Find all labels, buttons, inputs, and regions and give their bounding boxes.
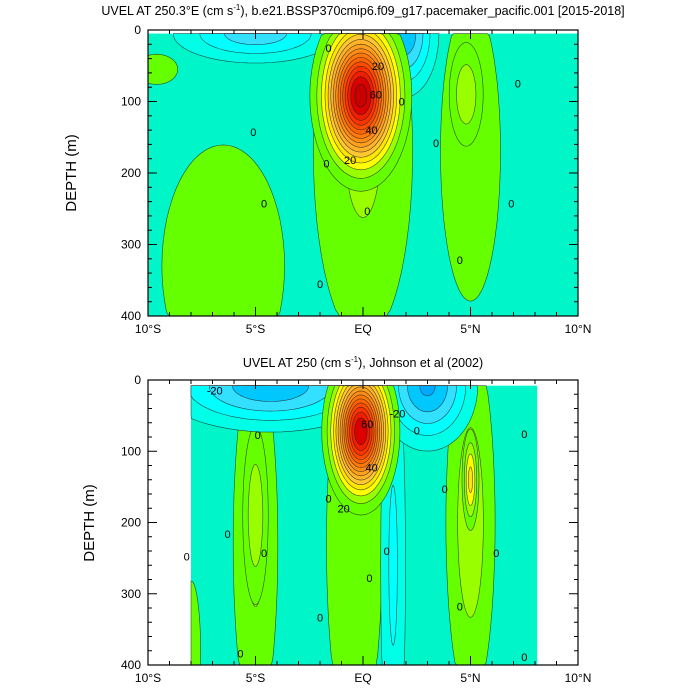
plot-area: -20 60 -20 40 20 0 0 0 0 0 0 0 0 0 0 0 0 0 0 0	[184, 385, 538, 665]
contour-label: 60	[370, 89, 382, 101]
contour-level	[467, 466, 474, 493]
x-tick-label: EQ	[354, 671, 371, 685]
contour-label: 40	[365, 463, 377, 475]
contour-label: 0	[317, 279, 323, 291]
y-tick-label: 300	[121, 587, 141, 601]
y-tick-label: 0	[134, 23, 141, 37]
y-tick-label: 0	[134, 373, 141, 387]
x-tick-label: EQ	[354, 322, 371, 336]
contour-level	[354, 84, 368, 108]
contour-level	[232, 385, 310, 402]
contour-label: 0	[414, 426, 420, 438]
contour-level	[247, 463, 264, 567]
contour-fills: 0 20 60 40 20 0 0 0 0 0 0 0 0 0 0	[148, 33, 521, 316]
contour-label: -20	[389, 408, 405, 420]
x-tick-label: 5°S	[246, 322, 265, 336]
contour-label: 20	[338, 503, 350, 515]
y-tick-label: 100	[121, 95, 141, 109]
contour-label: 60	[361, 419, 373, 431]
contour-label: -20	[207, 386, 223, 398]
contour-label: 40	[365, 125, 377, 137]
panel-title: UVEL AT 250 (cm s-1), Johnson et al (200…	[243, 355, 483, 370]
x-tick-label: 10°N	[565, 671, 592, 685]
x-tick-label: 10°S	[135, 671, 161, 685]
contour-label: 20	[344, 155, 356, 167]
contour-label: 0	[261, 548, 267, 560]
contour-label: 0	[457, 602, 463, 614]
contour-label: 0	[237, 649, 243, 661]
contour-label: 0	[433, 138, 439, 150]
contour-label: 0	[521, 652, 527, 664]
contour-label: 0	[457, 255, 463, 267]
contour-label: 0	[399, 97, 405, 109]
contour-level	[456, 64, 477, 125]
contour-label: 0	[255, 430, 261, 442]
y-tick-label: 400	[121, 309, 141, 323]
contour-level	[224, 33, 287, 46]
contour-level	[388, 484, 398, 646]
contour-level	[407, 385, 448, 413]
contour-level	[419, 385, 436, 397]
x-tick-label: 5°N	[460, 671, 480, 685]
y-tick-label: 100	[121, 444, 141, 458]
contour-level	[161, 144, 285, 316]
panel-model: UVEL AT 250.3°E (cm s-1), b.e21.BSSP370c…	[63, 3, 625, 336]
contour-label: 0	[184, 552, 190, 564]
contour-label: 0	[326, 43, 332, 55]
contour-label: 0	[508, 199, 514, 211]
y-tick-label: 200	[121, 166, 141, 180]
y-tick-label: 400	[121, 658, 141, 672]
x-tick-label: 10°N	[565, 322, 592, 336]
y-axis-label: DEPTH (m)	[63, 134, 80, 212]
panel-title: UVEL AT 250.3°E (cm s-1), b.e21.BSSP370c…	[101, 3, 624, 18]
contour-level	[190, 580, 201, 665]
y-tick-label: 300	[121, 238, 141, 252]
contour-label: 0	[224, 529, 230, 541]
y-tick-label: 200	[121, 516, 141, 530]
x-tick-label: 10°S	[135, 322, 161, 336]
contour-label: 0	[515, 79, 521, 91]
contour-label: 0	[326, 493, 332, 505]
y-axis-label: DEPTH (m)	[81, 484, 98, 562]
plot-area: 0 20 60 40 20 0 0 0 0 0 0 0 0 0 0	[148, 33, 578, 316]
contour-label: 0	[384, 546, 390, 558]
panel-observations: UVEL AT 250 (cm s-1), Johnson et al (200…	[81, 355, 591, 685]
contour-label: 0	[442, 484, 448, 496]
contour-label: 0	[364, 206, 370, 218]
contour-label: 0	[317, 612, 323, 624]
contour-label: 0	[493, 548, 499, 560]
x-tick-label: 5°S	[246, 671, 265, 685]
contour-label: 0	[521, 429, 527, 441]
contour-label: 0	[323, 159, 329, 171]
x-tick-label: 5°N	[460, 322, 480, 336]
contour-label: 20	[372, 61, 384, 73]
contour-fills: -20 60 -20 40 20 0 0 0 0 0 0 0 0 0 0 0 0 0 0 0	[184, 385, 527, 665]
contour-label: 0	[366, 573, 372, 585]
contour-level	[354, 417, 368, 446]
contour-level	[148, 53, 179, 85]
contour-label: 0	[261, 199, 267, 211]
contour-label: 0	[250, 127, 256, 139]
